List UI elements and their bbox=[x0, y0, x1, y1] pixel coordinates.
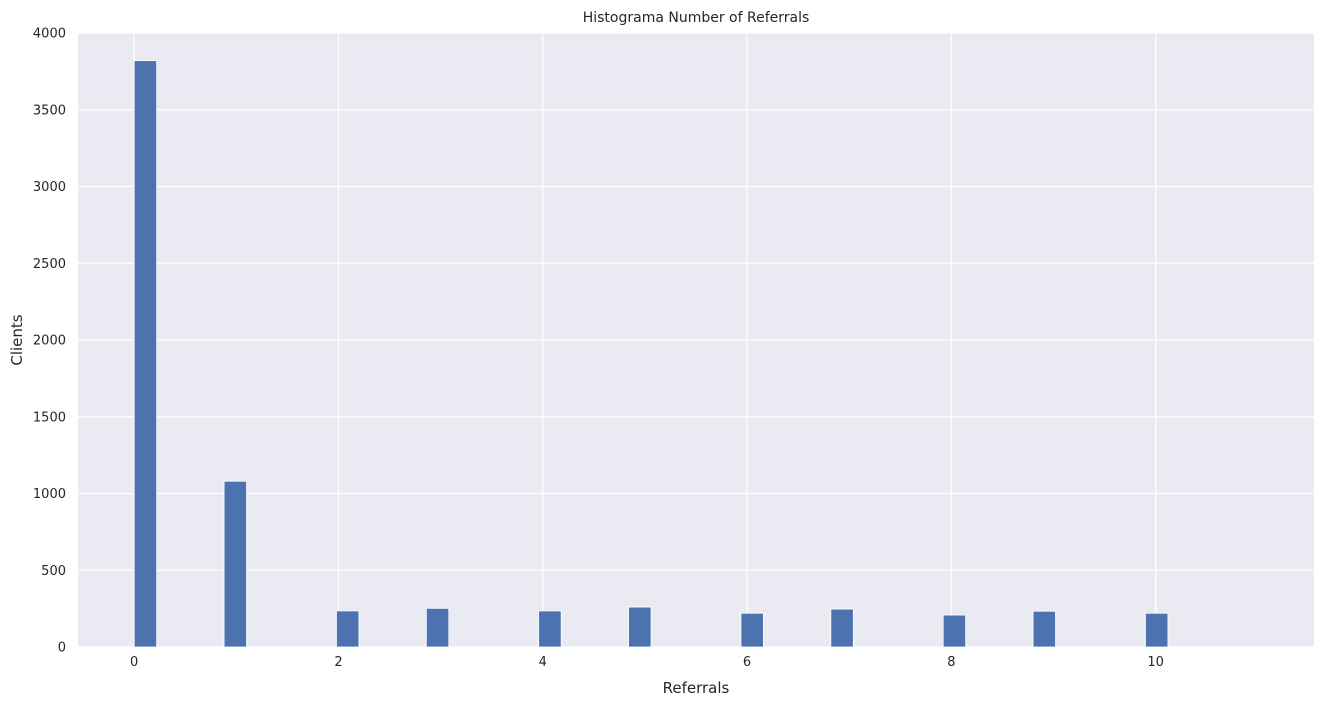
x-tick-labels: 0 2 4 6 8 10 bbox=[130, 655, 1164, 670]
histogram-bar bbox=[538, 610, 562, 648]
histogram-bar bbox=[942, 614, 967, 648]
y-axis-label: Clients bbox=[8, 314, 26, 365]
y-tick-label: 1000 bbox=[33, 487, 66, 502]
histogram-bar bbox=[740, 612, 764, 648]
y-tick-label: 4000 bbox=[33, 27, 66, 42]
x-axis-label: Referrals bbox=[663, 679, 730, 697]
bars-group bbox=[133, 60, 1169, 648]
histogram-bar bbox=[1145, 612, 1169, 648]
x-tick-label: 10 bbox=[1147, 655, 1164, 670]
x-tick-label: 2 bbox=[334, 655, 342, 670]
histogram-bar bbox=[830, 608, 854, 648]
chart-title: Histograma Number of Referrals bbox=[583, 10, 810, 26]
y-tick-label: 3500 bbox=[33, 103, 66, 118]
histogram-bar bbox=[223, 480, 247, 648]
y-tick-labels: 0 500 1000 1500 2000 2500 3000 3500 4000 bbox=[33, 27, 66, 656]
y-tick-label: 3000 bbox=[33, 180, 66, 195]
histogram-bar bbox=[1032, 610, 1056, 648]
y-tick-label: 2000 bbox=[33, 334, 66, 349]
y-tick-label: 1500 bbox=[33, 410, 66, 425]
histogram-bar bbox=[628, 606, 652, 648]
histogram-bar bbox=[425, 607, 450, 648]
x-tick-label: 0 bbox=[130, 655, 138, 670]
histogram-bar bbox=[336, 610, 360, 648]
x-tick-label: 8 bbox=[947, 655, 955, 670]
y-tick-label: 500 bbox=[41, 564, 66, 579]
histogram-bar bbox=[133, 60, 158, 648]
x-tick-label: 6 bbox=[743, 655, 751, 670]
y-tick-label: 0 bbox=[58, 641, 66, 656]
y-tick-label: 2500 bbox=[33, 257, 66, 272]
x-tick-label: 4 bbox=[539, 655, 547, 670]
